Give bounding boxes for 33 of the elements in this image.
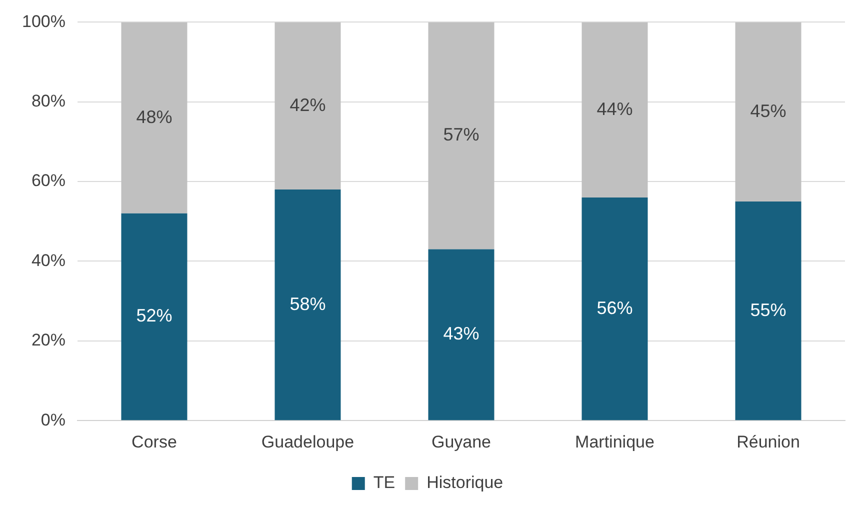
- data-label: 48%: [136, 106, 172, 127]
- y-tick-label: 40%: [31, 250, 66, 270]
- x-tick-label: Réunion: [736, 432, 800, 452]
- x-tick-label: Guadeloupe: [261, 432, 354, 452]
- bar: [735, 22, 802, 202]
- y-tick-label: 80%: [31, 92, 66, 111]
- bar: [735, 201, 802, 420]
- bar: [428, 249, 494, 420]
- data-label: 44%: [596, 98, 633, 119]
- data-label: 43%: [443, 324, 480, 344]
- bar: [582, 197, 648, 420]
- legend-label: Historique: [426, 473, 504, 492]
- bar: [274, 22, 341, 190]
- data-label: 42%: [290, 94, 326, 115]
- bar: [121, 213, 188, 420]
- bar: [274, 190, 341, 420]
- y-tick-label: 0%: [40, 410, 66, 430]
- bar: [582, 22, 648, 198]
- y-tick-label: 100%: [22, 12, 66, 31]
- data-label: 52%: [136, 306, 172, 326]
- legend-label: TE: [373, 473, 396, 492]
- x-tick-label: Martinique: [575, 432, 654, 452]
- data-label: 56%: [596, 298, 633, 318]
- data-label: 45%: [750, 100, 786, 121]
- x-tick-label: Guyane: [431, 432, 492, 452]
- y-tick-label: 20%: [31, 330, 66, 350]
- data-label: 57%: [443, 124, 480, 145]
- data-label: 55%: [750, 300, 786, 320]
- data-label: 58%: [290, 294, 326, 314]
- y-tick-label: 60%: [31, 171, 66, 190]
- x-tick-label: Corse: [132, 432, 177, 452]
- bar: [428, 22, 494, 250]
- bar: [121, 22, 188, 214]
